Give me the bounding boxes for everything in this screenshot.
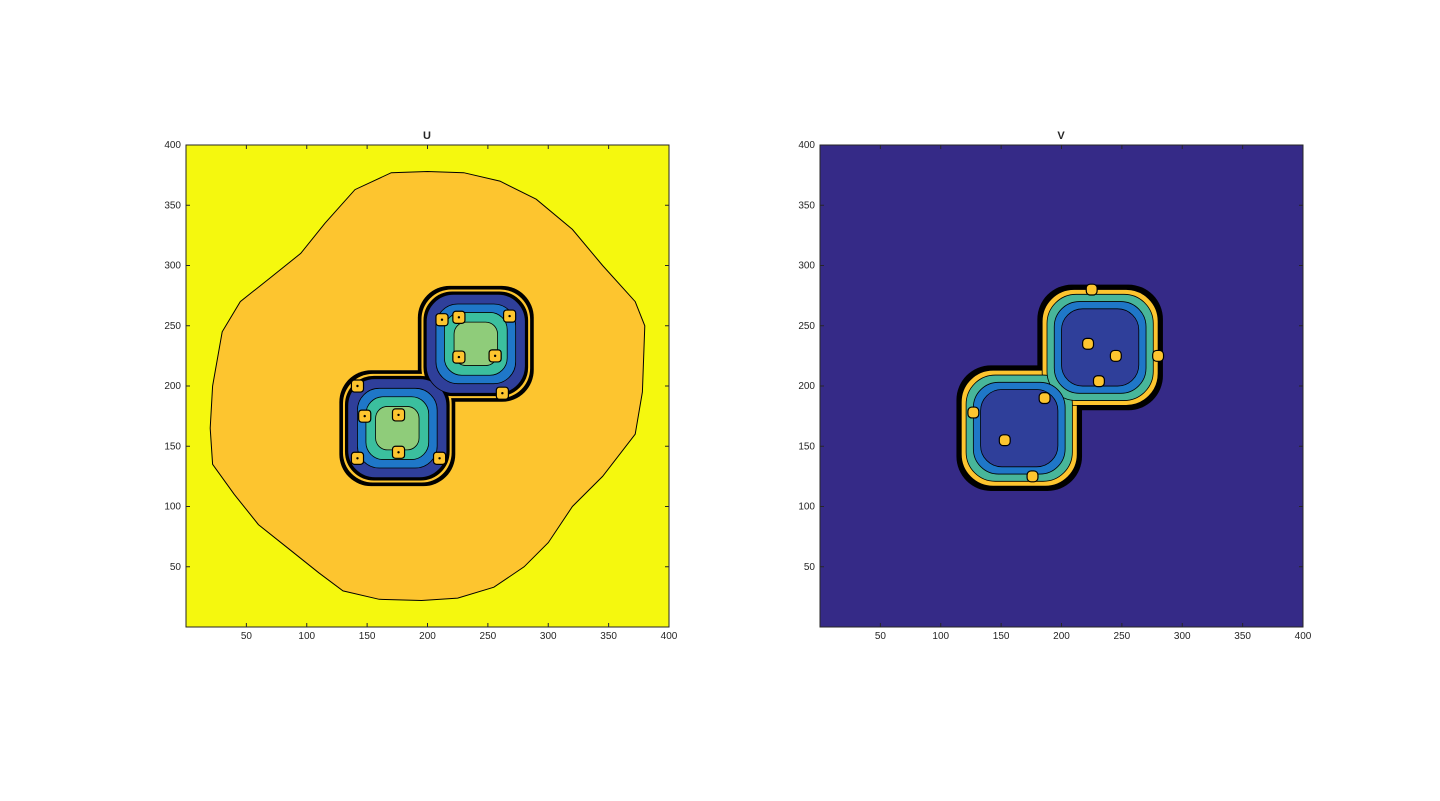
- v-x-tick-label: 400: [1295, 631, 1312, 642]
- v-x-tick-label: 50: [875, 631, 887, 642]
- u-x-tick-label: 200: [419, 631, 436, 642]
- axes-u: U 50 100 150 200 250 300 350 400 50 100 150 200 250…: [164, 130, 677, 642]
- u-y-tick-label: 300: [164, 261, 181, 272]
- u-spot-center: [457, 355, 461, 359]
- u-y-tick-label: 150: [164, 441, 181, 452]
- v-x-tick-label: 200: [1053, 631, 1070, 642]
- u-x-tick-label: 100: [298, 631, 315, 642]
- v-spot: [1038, 392, 1051, 405]
- u-spot-center: [501, 392, 504, 395]
- u-spot-center: [438, 457, 441, 460]
- v-y-tick-label: 250: [798, 321, 815, 332]
- u-pattern-core: [339, 285, 534, 487]
- v-y-tick-label: 400: [798, 140, 815, 151]
- v-spot: [1026, 470, 1039, 483]
- u-y-tick-label: 250: [164, 321, 181, 332]
- v-y-tick-label: 300: [798, 261, 815, 272]
- v-spot: [1082, 337, 1095, 350]
- axes-v: V 50 100 150 200 250 300 350 400 50 100 150 200 250…: [798, 130, 1311, 642]
- v-y-axis-ticks: 50 100 150 200 250 300 350 400: [798, 140, 1303, 573]
- u-spot-center: [363, 414, 366, 418]
- u-x-tick-label: 400: [661, 631, 678, 642]
- u-y-axis-ticks: 50 100 150 200 250 300 350 400: [164, 140, 669, 573]
- v-y-tick-label: 150: [798, 441, 815, 452]
- v-x-tick-label: 350: [1234, 631, 1251, 642]
- u-y-tick-label: 350: [164, 200, 181, 211]
- u-spot-center: [397, 413, 400, 417]
- v-spot: [967, 406, 980, 419]
- u-x-axis-ticks: 50 100 150 200 250 300 350 400: [241, 145, 678, 642]
- u-spot-center: [397, 451, 400, 454]
- u-x-tick-label: 250: [480, 631, 497, 642]
- u-spot-center: [457, 316, 461, 319]
- u-spot-center: [356, 457, 359, 460]
- v-contour-band: [980, 389, 1059, 468]
- v-x-tick-label: 150: [993, 631, 1010, 642]
- v-y-tick-label: 100: [798, 502, 815, 513]
- u-y-tick-label: 200: [164, 381, 181, 392]
- u-y-tick-label: 400: [164, 140, 181, 151]
- v-pattern-core: [956, 283, 1165, 491]
- v-x-tick-label: 100: [932, 631, 949, 642]
- u-x-tick-label: 50: [241, 631, 253, 642]
- v-plot-title: V: [1057, 130, 1065, 142]
- u-spot-center: [493, 354, 497, 358]
- u-y-tick-label: 50: [170, 562, 182, 573]
- v-spot: [1085, 283, 1098, 296]
- v-y-tick-label: 50: [804, 562, 816, 573]
- v-x-axis-ticks: 50 100 150 200 250 300 350 400: [875, 145, 1312, 642]
- v-y-tick-label: 200: [798, 381, 815, 392]
- v-spot: [1109, 349, 1122, 362]
- v-spot: [1152, 349, 1165, 362]
- u-spot-center: [440, 318, 444, 321]
- u-y-tick-label: 100: [164, 502, 181, 513]
- u-spot-center: [356, 384, 359, 388]
- u-plot-title: U: [423, 130, 431, 142]
- v-x-tick-label: 300: [1174, 631, 1191, 642]
- u-x-tick-label: 150: [359, 631, 376, 642]
- v-contour-band: [1061, 308, 1140, 387]
- u-x-tick-label: 350: [600, 631, 617, 642]
- v-y-tick-label: 350: [798, 200, 815, 211]
- v-x-tick-label: 250: [1114, 631, 1131, 642]
- v-spot: [1092, 375, 1105, 388]
- u-spot-center: [508, 314, 511, 318]
- u-x-tick-label: 300: [540, 631, 557, 642]
- v-spot: [998, 434, 1011, 447]
